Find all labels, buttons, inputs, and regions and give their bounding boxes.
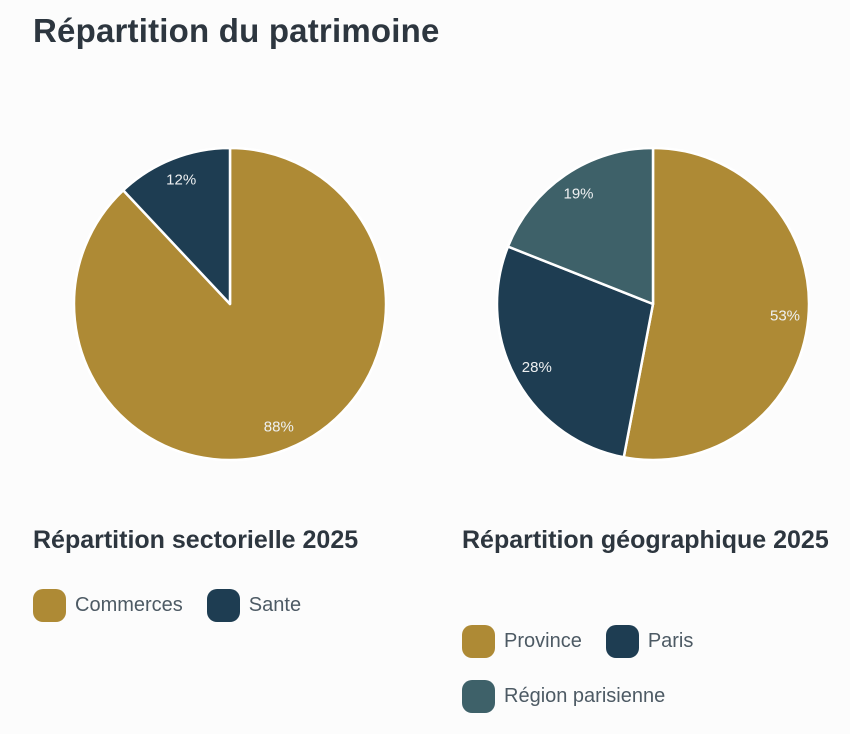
chart-title-sectorielle: Répartition sectorielle 2025 [33,526,359,554]
pie-chart-sectorielle-container: 88% 12% [70,144,390,464]
legend-swatch-region-parisienne [462,680,495,713]
page-title: Répartition du patrimoine [33,12,440,49]
legend-item-paris[interactable]: Paris [605,625,694,658]
legend-swatch-province [462,625,495,658]
pie-chart-sectorielle: 88% 12% [72,146,388,462]
chart-title-geographique: Répartition géographique 2025 [462,526,829,554]
legend-swatch-paris [605,625,639,658]
legend-sectorielle: Commerces Sante [33,589,453,622]
legend-swatch-commerces [33,589,66,622]
legend-item-region-parisienne[interactable]: Région parisienne [462,680,665,713]
legend-label-commerces: Commerces [75,594,183,616]
legend-label-sante: Sante [248,594,302,616]
pie-chart-geographique-container: 53% 28% 19% [493,144,813,464]
slice-percent-label-province: 53% [770,307,800,324]
legend-item-sante[interactable]: Sante [206,589,302,622]
legend-item-province[interactable]: Province [462,625,582,658]
legend-label-paris: Paris [647,630,694,652]
legend-geographique: Province Paris Région parisienne [462,625,830,713]
legend-swatch-sante [206,589,240,622]
pie-slice-paris[interactable] [495,245,655,459]
slice-percent-label-paris: 28% [522,359,552,376]
legend-label-region-parisienne: Région parisienne [504,685,666,707]
pie-slice-region-parisienne[interactable] [506,146,655,306]
pie-chart-geographique: 53% 28% 19% [495,146,811,462]
pie-slice-province[interactable] [622,146,811,462]
pie-slice-sante[interactable] [121,146,232,306]
slice-percent-label-region-parisienne: 19% [563,185,593,202]
slice-percent-label-sante: 12% [166,172,196,189]
legend-item-commerces[interactable]: Commerces [33,589,183,622]
legend-label-province: Province [504,630,582,652]
slice-percent-label-commerces: 88% [264,418,294,435]
